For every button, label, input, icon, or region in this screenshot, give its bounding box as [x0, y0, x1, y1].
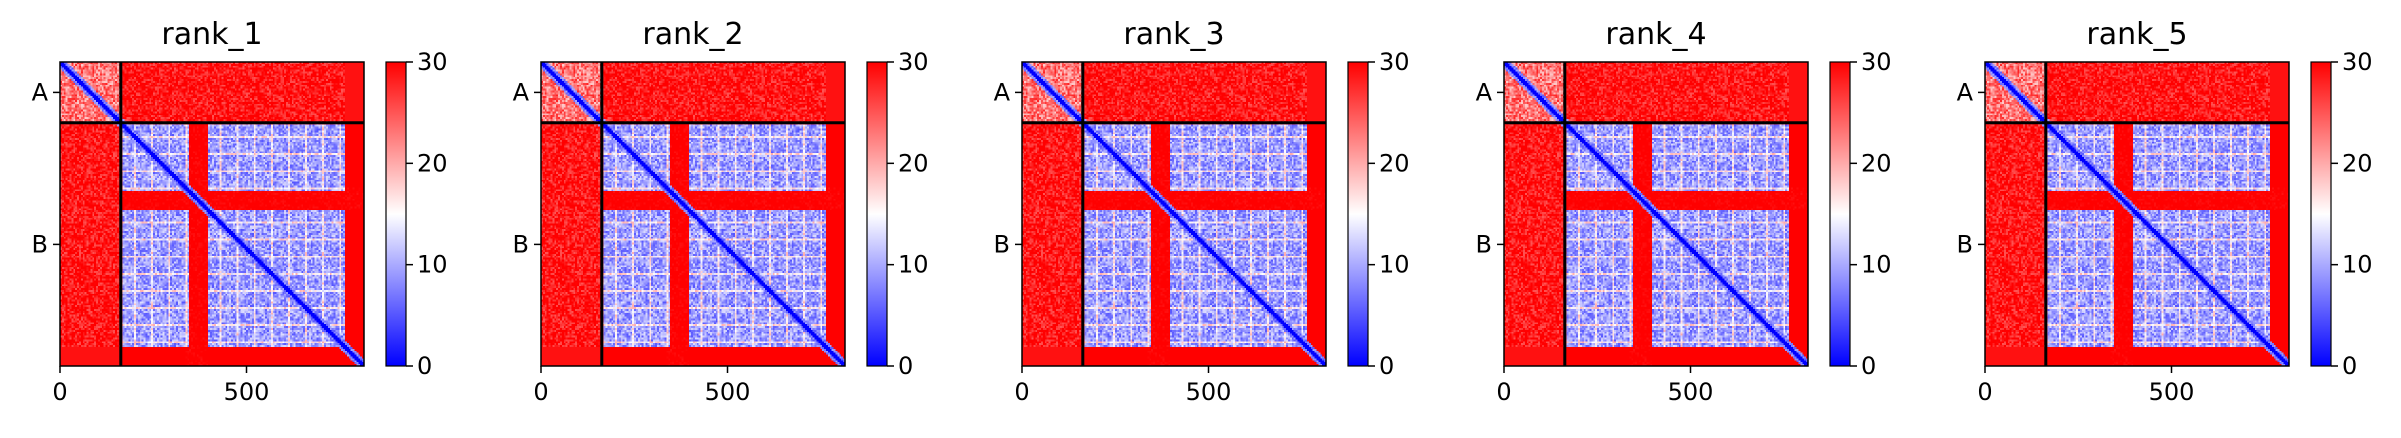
pae-panel-2: rank_2 A B 0 500 0 10 20 30: [513, 17, 929, 406]
x-tick-label: 500: [1186, 378, 1232, 406]
chain-label-A: A: [994, 78, 1011, 106]
colorbar-tick-label: 0: [1379, 352, 1394, 380]
colorbar-tick-label: 0: [417, 352, 432, 380]
colorbar-tick-label: 20: [417, 149, 448, 177]
chain-label-A: A: [32, 78, 49, 106]
pae-heatmap: [60, 62, 364, 366]
chain-label-B: B: [32, 230, 48, 258]
panel-title: rank_5: [2086, 17, 2187, 52]
pae-heatmap: [1504, 62, 1808, 366]
axes-frame: [59, 61, 365, 367]
colorbar: [1829, 61, 1851, 367]
chain-label-B: B: [994, 230, 1010, 258]
axes-frame: [1984, 61, 2290, 367]
colorbar-tick-label: 30: [898, 48, 929, 76]
axes-frame: [1021, 61, 1327, 367]
pae-panel-1: rank_1 A B 0 500 0 10 20 30: [32, 17, 448, 406]
colorbar-tick-label: 10: [1861, 251, 1892, 279]
colorbar-tick-label: 10: [2342, 251, 2373, 279]
chain-label-B: B: [513, 230, 529, 258]
colorbar-tick-label: 20: [2342, 149, 2373, 177]
x-tick-label: 500: [1668, 378, 1714, 406]
x-tick-label: 0: [533, 378, 548, 406]
pae-panel-5: rank_5 A B 0 500 0 10 20 30: [1957, 17, 2373, 406]
colorbar-tick-label: 20: [1861, 149, 1892, 177]
chain-label-A: A: [1476, 78, 1493, 106]
colorbar-tick-label: 20: [898, 149, 929, 177]
panel-title: rank_3: [1123, 17, 1224, 52]
colorbar-tick-label: 30: [1379, 48, 1410, 76]
pae-panel-4: rank_4 A B 0 500 0 10 20 30: [1476, 17, 1892, 406]
x-tick-label: 0: [1977, 378, 1992, 406]
x-tick-label: 0: [52, 378, 67, 406]
pae-panel-3: rank_3 A B 0 500 0 10 20 30: [994, 17, 1410, 406]
pae-heatmap: [541, 62, 845, 366]
x-tick-label: 500: [224, 378, 270, 406]
x-tick-label: 500: [705, 378, 751, 406]
colorbar-tick-label: 30: [1861, 48, 1892, 76]
axes-frame: [540, 61, 846, 367]
chain-label-A: A: [513, 78, 530, 106]
pae-heatmap: [1985, 62, 2289, 366]
colorbar-tick-label: 0: [1861, 352, 1876, 380]
colorbar-tick-label: 30: [417, 48, 448, 76]
colorbar-tick-label: 10: [1379, 251, 1410, 279]
colorbar-tick-label: 20: [1379, 149, 1410, 177]
colorbar: [2310, 61, 2332, 367]
chain-label-B: B: [1957, 230, 1973, 258]
x-tick-label: 0: [1496, 378, 1511, 406]
panel-title: rank_1: [161, 17, 262, 52]
chain-label-B: B: [1476, 230, 1492, 258]
colorbar-tick-label: 0: [898, 352, 913, 380]
pae-heatmap: [1022, 62, 1326, 366]
colorbar-tick-label: 30: [2342, 48, 2373, 76]
colorbar: [385, 61, 407, 367]
colorbar-tick-label: 0: [2342, 352, 2357, 380]
colorbar: [866, 61, 888, 367]
colorbar: [1347, 61, 1369, 367]
chain-label-A: A: [1957, 78, 1974, 106]
panel-title: rank_2: [642, 17, 743, 52]
panel-title: rank_4: [1605, 17, 1706, 52]
x-tick-label: 500: [2149, 378, 2195, 406]
axes-frame: [1503, 61, 1809, 367]
x-tick-label: 0: [1014, 378, 1029, 406]
colorbar-tick-label: 10: [898, 251, 929, 279]
colorbar-tick-label: 10: [417, 251, 448, 279]
